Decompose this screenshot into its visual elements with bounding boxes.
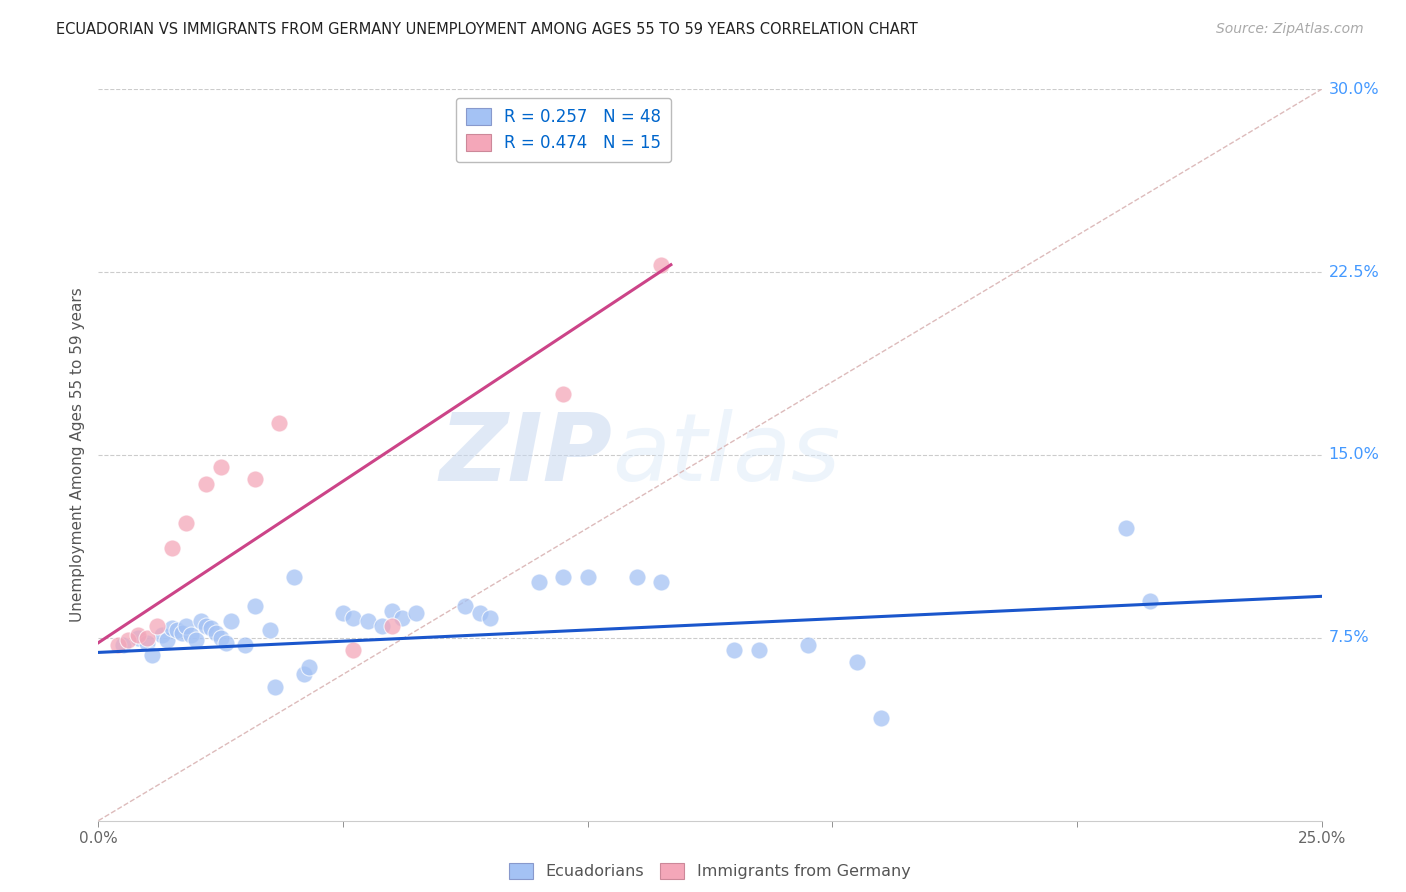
Text: ECUADORIAN VS IMMIGRANTS FROM GERMANY UNEMPLOYMENT AMONG AGES 55 TO 59 YEARS COR: ECUADORIAN VS IMMIGRANTS FROM GERMANY UN… [56,22,918,37]
Point [170,626,193,640]
Point [195,618,218,632]
Point [176,516,198,531]
Point [195,477,218,491]
Point [468,607,491,621]
Point [454,599,477,613]
Text: 7.5%: 7.5% [1329,631,1369,645]
Point [127,631,149,645]
Point [214,635,236,649]
Point [219,614,242,628]
Point [298,660,321,674]
Point [292,667,315,681]
Point [186,633,208,648]
Point [160,541,183,555]
Point [626,570,648,584]
Point [205,626,228,640]
Point [478,611,501,625]
Point [283,570,305,584]
Point [136,631,159,645]
Point [553,387,575,401]
Point [381,618,404,632]
Point [332,607,354,621]
Point [190,614,212,628]
Point [797,638,820,652]
Point [576,570,599,584]
Point [405,607,427,621]
Text: 22.5%: 22.5% [1329,265,1379,279]
Point [146,618,169,632]
Point [342,611,364,625]
Point [176,618,198,632]
Point [166,624,188,638]
Point [243,472,266,486]
Point [381,604,404,618]
Point [141,648,163,662]
Point [233,638,256,652]
Point [1115,521,1137,535]
Point [870,711,893,725]
Point [243,599,266,613]
Text: 30.0%: 30.0% [1329,82,1379,96]
Point [209,460,232,475]
Point [263,680,285,694]
Point [650,258,672,272]
Point [650,574,672,589]
Point [269,416,291,430]
Legend: Ecuadorians, Immigrants from Germany: Ecuadorians, Immigrants from Germany [503,856,917,886]
Point [180,628,202,642]
Point [391,611,413,625]
Point [356,614,378,628]
Point [209,631,232,645]
Point [259,624,281,638]
Point [342,643,364,657]
Point [156,633,179,648]
Point [723,643,745,657]
Point [553,570,575,584]
Point [527,574,550,589]
Point [200,621,222,635]
Point [117,633,139,648]
Point [150,628,173,642]
Text: 15.0%: 15.0% [1329,448,1379,462]
Text: ZIP: ZIP [439,409,612,501]
Point [107,638,129,652]
Point [127,628,149,642]
Y-axis label: Unemployment Among Ages 55 to 59 years: Unemployment Among Ages 55 to 59 years [69,287,84,623]
Point [845,655,868,669]
Point [748,643,770,657]
Text: atlas: atlas [612,409,841,500]
Point [111,638,134,652]
Point [371,618,394,632]
Point [1139,594,1161,608]
Point [136,635,159,649]
Text: Source: ZipAtlas.com: Source: ZipAtlas.com [1216,22,1364,37]
Point [160,621,183,635]
